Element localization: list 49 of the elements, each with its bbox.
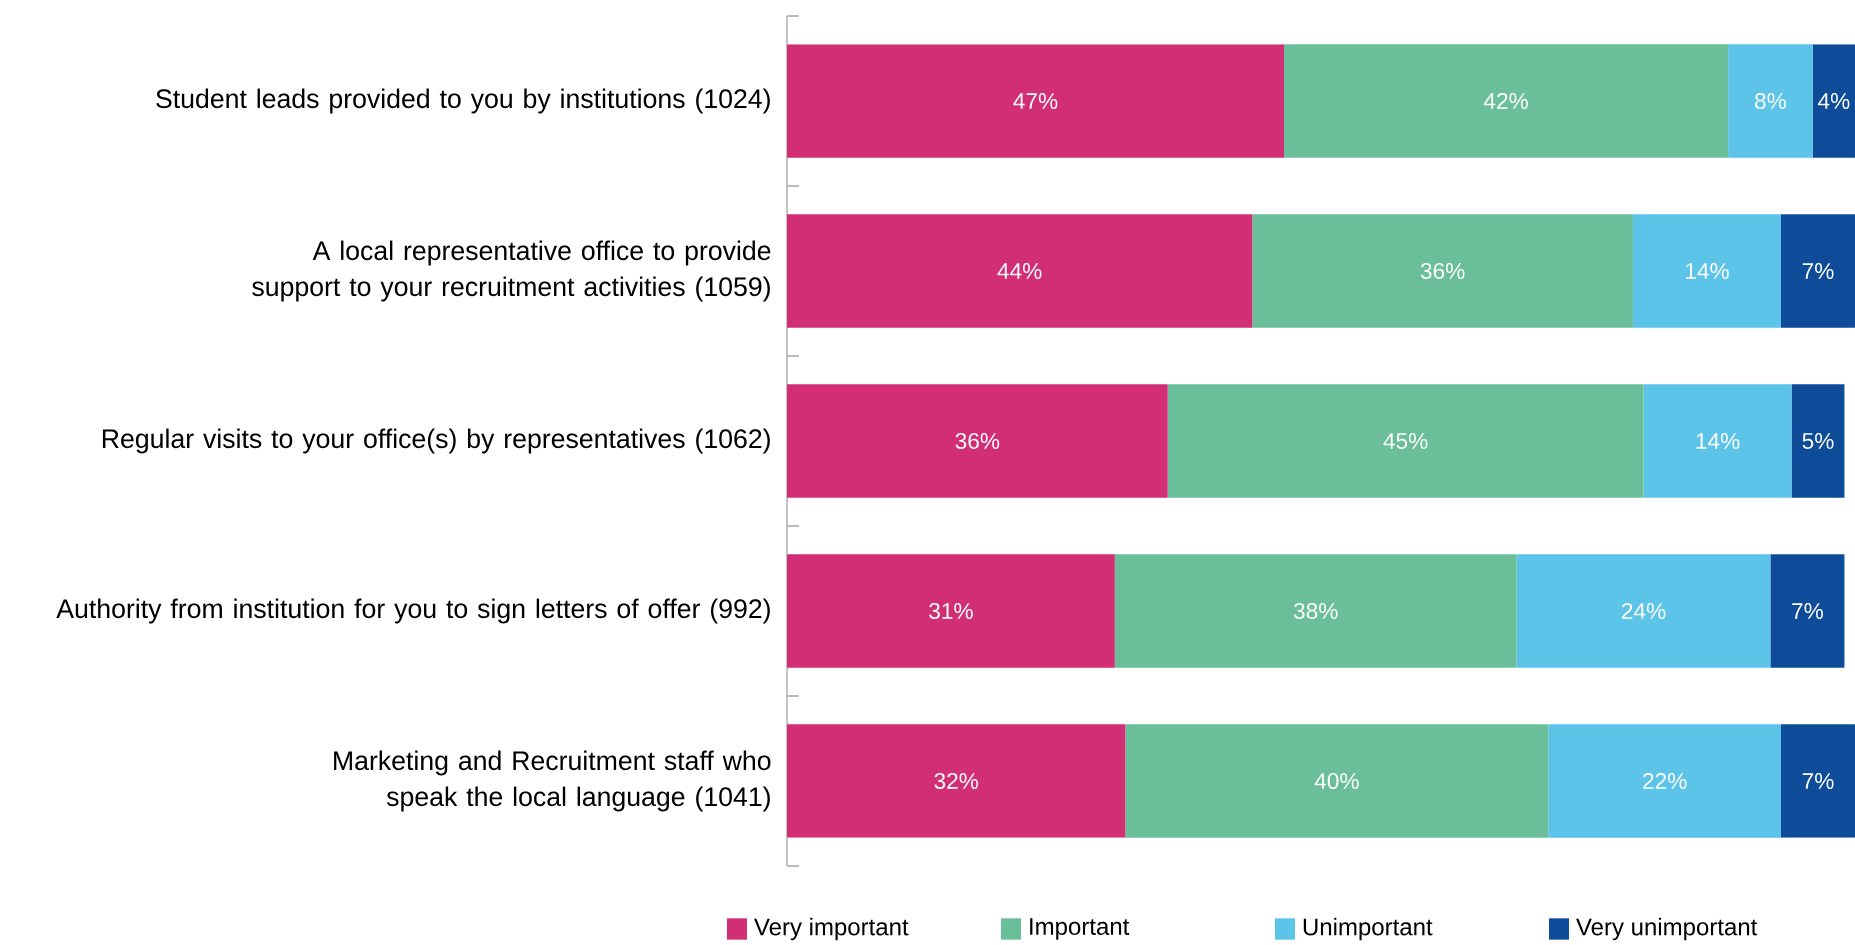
data-label: 22%	[1643, 773, 1687, 789]
data-label: 32%	[934, 772, 979, 790]
bar	[1548, 724, 1781, 838]
data-label: 4%	[1818, 93, 1850, 109]
bar	[1632, 214, 1781, 328]
legend-label: Important	[1030, 918, 1130, 940]
bar	[1812, 44, 1855, 158]
bar	[787, 214, 1253, 328]
data-label: 14%	[1686, 263, 1729, 279]
y-tick-label: Authority from institution for you to sign letters of offer (992)	[56, 598, 770, 624]
bar	[1114, 554, 1517, 668]
legend-label: Very important	[754, 917, 909, 941]
y-tick-label: Student leads provided to you by institutions (1024)	[156, 88, 770, 114]
bar	[787, 384, 1168, 498]
data-label: 24%	[1622, 603, 1666, 619]
bar	[1167, 384, 1644, 498]
bar	[1283, 44, 1729, 158]
data-label: 36%	[1420, 262, 1465, 280]
data-label: 8%	[1755, 92, 1786, 110]
data-label: 47%	[1013, 93, 1058, 109]
data-label: 7%	[1802, 773, 1834, 789]
data-label: 40%	[1314, 772, 1359, 790]
data-label: 7%	[1792, 603, 1823, 619]
data-label: 31%	[929, 602, 973, 620]
legend-label: Very unimportant	[1576, 917, 1758, 941]
data-label: 14%	[1696, 433, 1740, 449]
y-tick-label: Marketing and Recruitment staff who speak the local language (1041)	[334, 750, 771, 812]
bar	[1643, 384, 1792, 498]
y-tick-label: Regular visits to your office(s) by representatives (1062)	[102, 428, 770, 454]
data-label: 36%	[955, 432, 1000, 450]
bar	[1516, 554, 1771, 668]
bar	[787, 724, 1126, 838]
data-label: 44%	[997, 263, 1042, 279]
data-label: 45%	[1383, 433, 1428, 449]
bar	[1791, 384, 1845, 498]
y-tick-label: A local representative office to provide support to your recruitment activities (1059)	[252, 240, 771, 302]
data-label: 7%	[1802, 263, 1834, 279]
bar	[1780, 724, 1855, 838]
data-label: 42%	[1483, 93, 1528, 109]
data-label: 38%	[1293, 602, 1338, 620]
bar	[1728, 44, 1813, 158]
legend-label: Unimportant	[1303, 917, 1433, 941]
bar	[787, 44, 1284, 158]
bar	[1770, 554, 1845, 668]
bar	[1252, 214, 1633, 328]
bar	[1780, 214, 1855, 328]
bar	[787, 554, 1115, 668]
bar	[1125, 724, 1549, 838]
data-label: 5%	[1802, 433, 1834, 449]
